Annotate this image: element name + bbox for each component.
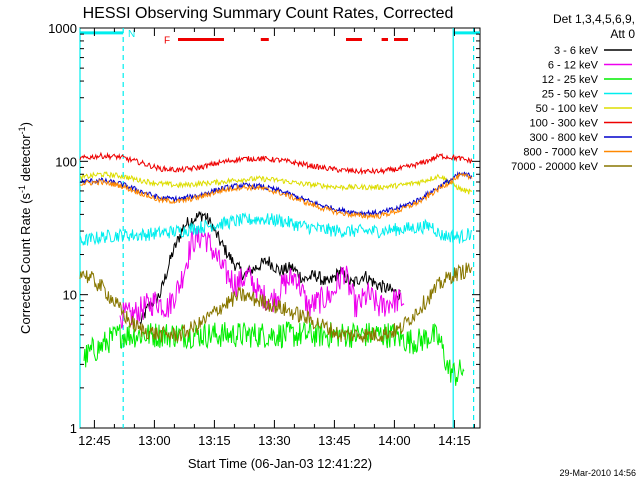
x-tick-label: 12:45 [78, 433, 111, 448]
legend-label-7000-20000-kev: 7000 - 20000 keV [511, 161, 599, 173]
series-line-50-100-kev [79, 171, 473, 195]
legend-label-25-50-kev: 25 - 50 keV [542, 89, 599, 101]
y-tick-label: 100 [55, 154, 77, 169]
series-line-7000-20000-kev [79, 262, 473, 343]
x-tick-label: 13:15 [198, 433, 231, 448]
y-tick-label: 10 [63, 288, 77, 303]
legend-label-6-12-kev: 6 - 12 keV [548, 60, 599, 72]
y-label-part-main: Corrected Count Rate (s [18, 193, 33, 334]
flag-label-n: N [128, 29, 135, 40]
series-line-100-300-kev [79, 151, 473, 176]
y-label-part-mid: detector [18, 134, 33, 185]
legend: Det 1,3,4,5,6,9, Att 0 3 - 6 keV 6 - 12 k… [511, 12, 635, 173]
y-label-superscript-2: -1 [17, 126, 27, 134]
x-tick-label: 14:15 [438, 433, 471, 448]
series-line-6-12-kev [119, 225, 405, 329]
x-tick-label: 13:45 [318, 433, 351, 448]
legend-label-800-7000-kev: 800 - 7000 keV [523, 147, 598, 159]
chart-title: HESSI Observing Summary Count Rates, Cor… [83, 5, 454, 22]
x-tick-label: 13:30 [258, 433, 291, 448]
y-label-part-end: ) [18, 122, 33, 126]
timestamp: 29-Mar-2010 14:56 [559, 468, 636, 478]
legend-label-3-6-kev: 3 - 6 keV [554, 45, 599, 57]
legend-items: 3 - 6 keV 6 - 12 keV 12 - 25 keV 25 - 50 ke… [511, 45, 632, 173]
series-layer [79, 151, 473, 386]
observing-mode-flags: NF [80, 29, 480, 46]
plot-area: NF [79, 27, 481, 429]
x-tick-label: 13:00 [138, 433, 171, 448]
y-tick-label: 1000 [48, 21, 77, 36]
x-axis-label: Start Time (06-Jan-03 12:41:22) [188, 456, 372, 471]
y-axis: 1 10 100 1000 [48, 21, 480, 436]
legend-label-50-100-kev: 50 - 100 keV [536, 103, 599, 115]
legend-header-detectors: Det 1,3,4,5,6,9, [553, 12, 635, 26]
y-label-superscript-1: -1 [17, 185, 27, 193]
y-tick-label: 1 [70, 421, 77, 436]
series-line-25-50-kev [79, 211, 473, 246]
legend-label-12-25-kev: 12 - 25 keV [542, 74, 599, 86]
mode-boundary-lines [79, 28, 475, 428]
legend-header-attenuator: Att 0 [610, 27, 635, 41]
flag-label-f: F [164, 35, 170, 46]
series-line-3-6-kev [139, 211, 401, 326]
x-tick-label: 14:00 [378, 433, 411, 448]
x-axis: 12:45 13:00 13:15 13:30 13:45 14:00 14:15 [78, 28, 475, 448]
series-line-800-7000-kev [79, 172, 473, 220]
legend-label-100-300-kev: 100 - 300 keV [530, 118, 599, 130]
legend-label-300-800-kev: 300 - 800 keV [530, 132, 599, 144]
y-axis-label: Corrected Count Rate (s-1 detector-1) [17, 122, 33, 334]
